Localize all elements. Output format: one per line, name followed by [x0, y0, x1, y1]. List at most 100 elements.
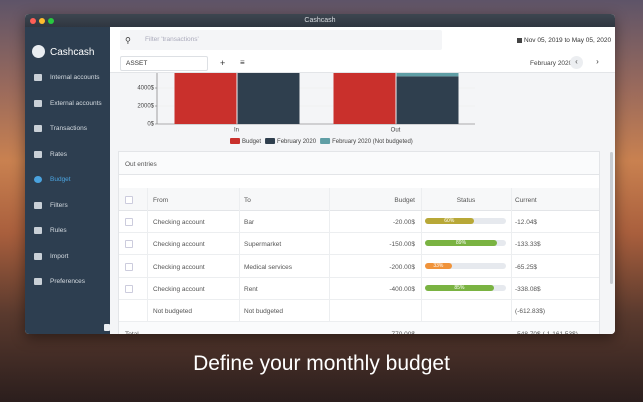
app-window: Cashcash Cashcash Internal accounts Exter…	[25, 14, 615, 334]
out-entries-table: Out entries From To Budget Status Current Che…	[118, 151, 600, 334]
nav-item[interactable]: Internal accounts	[50, 74, 100, 81]
progress-bar: 33%	[425, 262, 452, 269]
column-title: To	[244, 197, 251, 204]
cell-current: -12.04$	[515, 219, 538, 226]
bar	[174, 73, 237, 124]
column-separator	[511, 188, 512, 334]
column-separator	[421, 188, 422, 334]
close-button[interactable]	[30, 17, 36, 24]
sidebar: Cashcash Internal accounts External accou…	[25, 27, 110, 334]
bar	[237, 73, 300, 124]
table-row	[119, 210, 599, 233]
nav-icon	[34, 74, 42, 81]
row-checkbox[interactable]	[125, 262, 133, 271]
progress-track: 33%	[425, 262, 506, 269]
column-title: From	[153, 197, 169, 204]
cell-current: -133.33$	[515, 241, 541, 249]
search-input[interactable]	[120, 30, 442, 50]
period: February 2020	[530, 60, 573, 67]
account-type: ASSET	[126, 60, 148, 67]
progress-bar: 85%	[425, 284, 494, 291]
nav-icon	[34, 125, 42, 132]
total-budget: -770.00$	[389, 330, 415, 335]
row-checkbox[interactable]	[125, 218, 133, 226]
total-label: Total	[125, 330, 139, 335]
nav-icon	[34, 150, 42, 158]
column-title: Status	[456, 197, 476, 204]
legend-label: Budget	[242, 139, 261, 145]
y-tick-label: 4000$	[137, 86, 154, 92]
header-checkbox	[125, 196, 133, 204]
cell-budget: -20.00$	[392, 219, 415, 226]
minimize-button[interactable]	[39, 17, 45, 24]
zoom-button[interactable]	[48, 17, 54, 24]
menu-button[interactable]: ≡	[240, 58, 245, 67]
nav-icon	[34, 99, 42, 107]
cell-from: Checking account	[153, 241, 205, 249]
x-tick-label: Out	[391, 128, 401, 134]
caption: Define your monthly budget	[193, 352, 450, 375]
title-bar: Cashcash	[25, 14, 615, 27]
cell-budget: -200.00$	[389, 263, 415, 271]
bar	[333, 73, 396, 124]
cell-from: Checking account	[153, 219, 205, 226]
row-checkbox[interactable]	[125, 284, 133, 293]
table-header	[119, 152, 599, 175]
nav-item[interactable]: Filters	[50, 201, 68, 209]
nav-item[interactable]: External accounts	[50, 99, 102, 107]
cell-budget: -150.00$	[389, 241, 415, 249]
cell-from: Checking account	[153, 285, 205, 293]
nav-item[interactable]: Transactions	[50, 125, 87, 132]
search-placeholder: Filter 'transactions'	[145, 36, 199, 43]
cell-to: Bar	[244, 219, 255, 226]
search-icon: ⚲	[125, 36, 131, 45]
table-row	[119, 277, 599, 300]
nav-icon	[34, 252, 42, 260]
cell-to: Medical services	[244, 263, 293, 271]
table-row	[119, 232, 599, 256]
column-separator	[147, 188, 148, 334]
nav-icon	[34, 227, 42, 234]
nav-icon	[34, 176, 42, 183]
account-select[interactable]	[120, 56, 208, 71]
total-row	[119, 321, 599, 334]
column-title: Budget	[394, 197, 415, 204]
total-current: -548.70$ (-1 161.53$)	[515, 330, 578, 335]
nav-item[interactable]: Budget	[50, 176, 71, 183]
bar	[396, 73, 459, 77]
nav-item[interactable]: Rules	[50, 227, 67, 234]
y-tick-label: 0$	[147, 122, 154, 128]
cell-to: Rent	[244, 285, 258, 293]
row-checkbox[interactable]	[125, 240, 133, 249]
legend-label: February 2020 (Not budgeted)	[332, 139, 413, 145]
progress-bar: 89%	[425, 240, 498, 247]
budget-chart: 0$ 2000$ 4000$ In Out Budget February 2020 Febr…	[137, 73, 475, 145]
prev-button[interactable]: ‹	[570, 56, 583, 69]
column-title: Current	[515, 197, 537, 204]
nav-item[interactable]: Import	[50, 252, 69, 260]
date-range[interactable]: Nov 05, 2019 to May 05, 2020	[524, 37, 612, 44]
nav-item[interactable]: Preferences	[50, 278, 86, 285]
next-button[interactable]: ›	[596, 57, 599, 66]
legend-swatch	[265, 138, 276, 144]
scrollbar[interactable]	[610, 152, 613, 284]
progress-track: 60%	[425, 218, 506, 224]
progress-bar: 60%	[425, 218, 474, 224]
app-name: Cashcash	[50, 47, 95, 58]
add-button[interactable]: +	[220, 58, 226, 68]
nav-item[interactable]: Rates	[50, 150, 67, 158]
calendar-icon	[517, 38, 522, 43]
bar	[396, 76, 459, 124]
progress-track: 85%	[425, 284, 506, 291]
x-tick-label: In	[234, 128, 239, 134]
cell-from: Not budgeted	[153, 308, 193, 316]
cell-to: Supermarket	[244, 241, 282, 249]
legend-swatch	[320, 138, 331, 144]
column-separator	[329, 188, 330, 334]
cell-current: (-612.83$)	[515, 308, 545, 316]
table-row	[119, 255, 599, 278]
collapse-button[interactable]	[104, 324, 110, 331]
cell-current: -338.08$	[515, 285, 541, 293]
nav-icon	[34, 278, 42, 285]
